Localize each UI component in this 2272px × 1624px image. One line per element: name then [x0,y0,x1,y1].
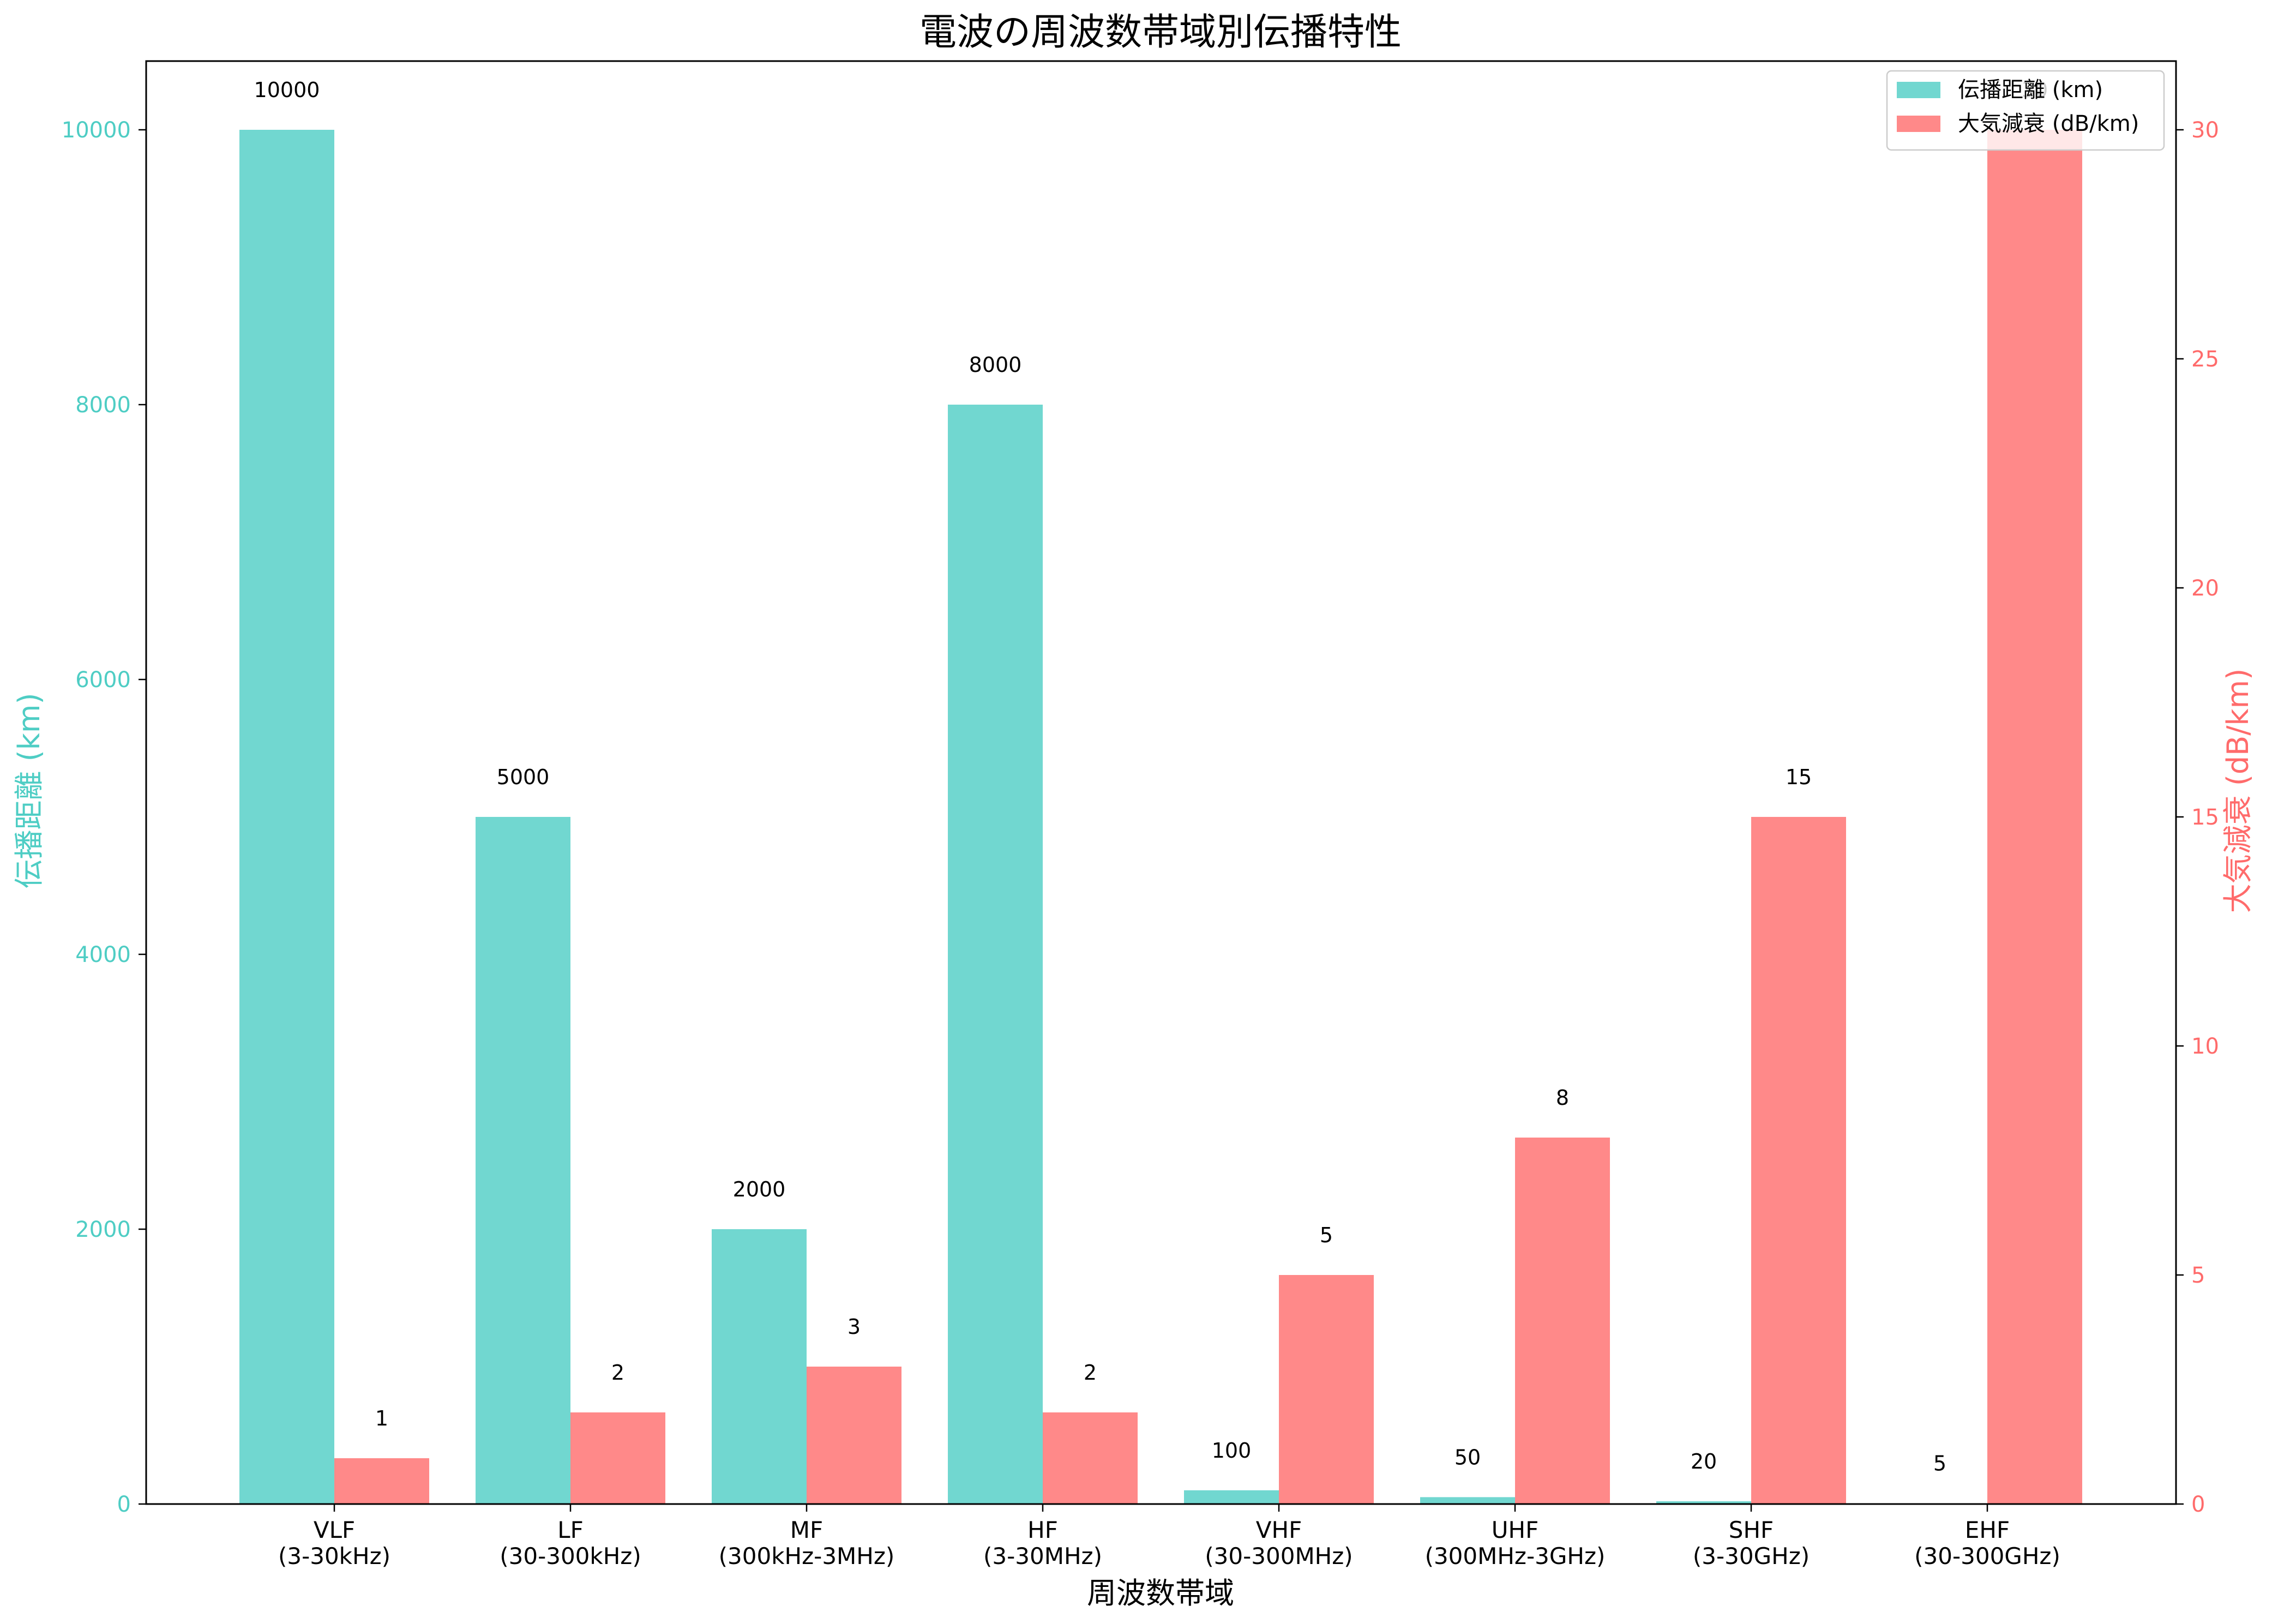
bar-attenuation-uhf [1515,1138,1610,1504]
y-left-tick-label: 2000 [75,1217,131,1242]
x-tick-label: VHF [1256,1517,1302,1543]
value-label-distance: 8000 [969,353,1022,377]
y-right-tick-label: 25 [2191,347,2219,372]
y-left-tick-label: 4000 [75,942,131,967]
y-right-tick-label: 0 [2191,1492,2205,1517]
bar-distance-lf [476,817,570,1504]
x-tick-label-range: (30-300kHz) [500,1543,641,1569]
value-label-distance: 5 [1933,1452,1946,1476]
x-tick-label: LF [557,1517,584,1543]
x-tick-label: SHF [1729,1517,1774,1543]
y-right-tick-label: 20 [2191,576,2219,601]
y-right-tick-label: 10 [2191,1034,2219,1059]
legend: 伝播距離 (km) 大気減衰 (dB/km) [1886,70,2165,151]
bar-distance-mf [712,1229,807,1504]
y-axis-left-title: 伝播距離 (km) [12,693,46,888]
x-tick-label: UHF [1492,1517,1538,1543]
bar-distance-uhf [1420,1497,1515,1504]
bar-attenuation-ehf [1987,130,2082,1504]
y-left-tick-label: 6000 [75,667,131,693]
y-right-tick-label: 30 [2191,118,2219,143]
bar-distance-vlf [239,130,334,1504]
x-tick-label-range: (300MHz-3GHz) [1425,1543,1606,1569]
bar-distance-hf [948,405,1043,1504]
y-axis-right-title: 大気減衰 (dB/km) [2221,669,2255,913]
value-label-attenuation: 3 [848,1315,861,1339]
x-tick-label-range: (300kHz-3MHz) [719,1543,895,1569]
legend-label: 伝播距離 (km) [1958,77,2103,103]
value-label-distance: 10000 [254,78,320,102]
value-label-attenuation: 5 [1320,1223,1333,1247]
value-label-attenuation: 2 [611,1361,624,1385]
bar-attenuation-mf [807,1367,901,1504]
value-label-distance: 5000 [497,765,550,789]
legend-label: 大気減衰 (dB/km) [1958,111,2139,136]
legend-box [1886,70,2165,151]
value-label-distance: 20 [1691,1449,1717,1473]
x-tick-label-range: (30-300MHz) [1205,1543,1353,1569]
bar-attenuation-vhf [1279,1275,1374,1504]
bars-layer [239,130,2082,1504]
bar-attenuation-lf [570,1412,665,1504]
bar-attenuation-hf [1043,1412,1138,1504]
value-label-attenuation: 2 [1084,1361,1097,1385]
axes-layer: VLF(3-30kHz) LF(30-300kHz) MF(300kHz-3MHz)… [62,60,2219,1569]
value-label-distance: 50 [1454,1445,1481,1469]
value-label-distance: 2000 [733,1177,786,1201]
bar-distance-vhf [1184,1490,1279,1504]
y-left-tick-label: 10000 [62,118,131,143]
x-tick-label: MF [790,1517,823,1543]
bar-attenuation-vlf [334,1458,429,1504]
bar-distance-shf [1656,1501,1751,1504]
y-left-tick-label: 8000 [75,393,131,418]
value-label-distance: 100 [1212,1439,1252,1463]
bar-attenuation-shf [1751,817,1846,1504]
x-tick-label: HF [1027,1517,1058,1543]
x-axis-title: 周波数帯域 [1087,1576,1234,1610]
x-tick-label-range: (30-300GHz) [1914,1543,2060,1569]
y-left-tick-label: 0 [117,1492,131,1517]
legend-swatch [1897,116,1940,132]
value-label-attenuation: 15 [1786,765,1812,789]
value-label-attenuation: 1 [375,1406,388,1430]
y-right-tick-label: 5 [2191,1263,2205,1288]
value-label-attenuation: 8 [1556,1086,1569,1110]
plot-frame [145,60,2177,1505]
x-tick-label-range: (3-30GHz) [1693,1543,1810,1569]
chart-title: 電波の周波数帯域別伝播特性 [919,11,1402,54]
x-tick-label-range: (3-30kHz) [278,1543,390,1569]
legend-swatch [1897,82,1940,98]
x-tick-label-range: (3-30MHz) [983,1543,1102,1569]
x-tick-label: EHF [1965,1517,2010,1543]
x-tick-label: VLF [314,1517,355,1543]
y-right-tick-label: 15 [2191,805,2219,830]
